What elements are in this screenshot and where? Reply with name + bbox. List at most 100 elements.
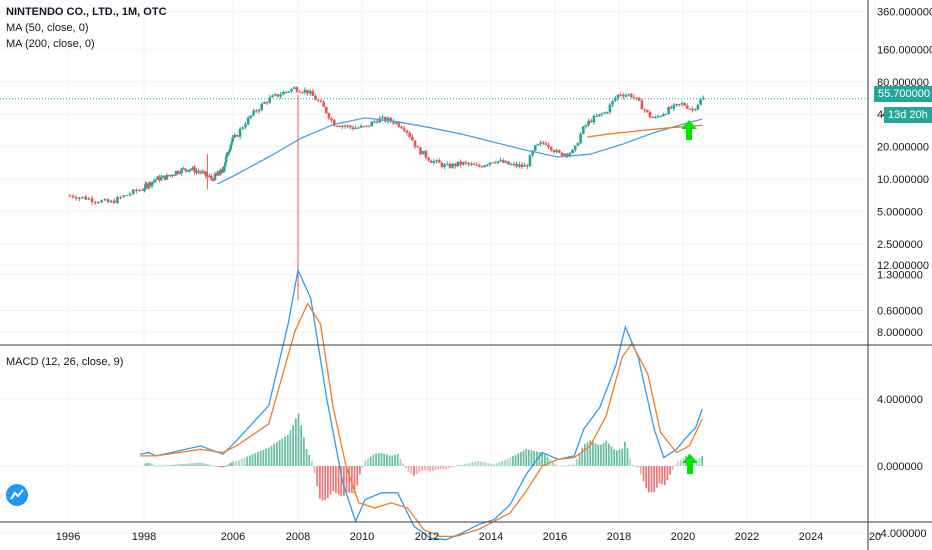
histogram-bar xyxy=(224,466,227,467)
histogram-bar xyxy=(631,464,634,466)
histogram-bar xyxy=(388,455,391,466)
arrow-up-icon xyxy=(682,454,698,474)
candle-body xyxy=(327,113,331,119)
candle-body xyxy=(685,105,689,109)
candle-body xyxy=(443,164,446,167)
histogram-bar xyxy=(203,463,206,466)
candle-body xyxy=(156,176,159,180)
candle-body xyxy=(189,169,193,171)
candle-body xyxy=(453,163,457,167)
candle-body xyxy=(202,171,206,173)
candle-body xyxy=(116,197,119,204)
histogram-bar xyxy=(599,444,602,466)
candle-body xyxy=(169,174,172,176)
histogram-bar xyxy=(209,464,211,466)
histogram-bar xyxy=(281,438,284,466)
histogram-bar xyxy=(294,418,297,466)
candle-body xyxy=(292,87,296,89)
histogram-bar xyxy=(316,466,319,487)
ma50-legend[interactable]: MA (50, close, 0) xyxy=(6,22,89,34)
candle-body xyxy=(627,94,630,96)
histogram-bar xyxy=(517,453,520,466)
macd-legend-label[interactable]: MACD (12, 26, close, 9) xyxy=(6,356,124,368)
candle-body xyxy=(193,167,196,173)
candle-body xyxy=(225,152,229,157)
histogram-bar xyxy=(329,466,332,495)
candle-body xyxy=(381,117,384,119)
candle-body xyxy=(699,99,702,105)
candle-body xyxy=(346,125,349,127)
candle-body xyxy=(125,195,129,197)
candle-body xyxy=(475,164,478,166)
candle-body xyxy=(298,91,301,93)
histogram-bar xyxy=(248,455,251,466)
histogram-bar xyxy=(642,466,645,482)
candle-body xyxy=(675,103,678,105)
candle-body xyxy=(653,116,657,118)
candle-body xyxy=(683,103,686,106)
candle-body xyxy=(365,125,368,127)
candle-body xyxy=(640,100,644,110)
price-tick-label: 360.000000 xyxy=(877,7,932,19)
histogram-bar xyxy=(305,449,308,466)
histogram-bar xyxy=(498,462,501,466)
histogram-bar xyxy=(226,464,229,466)
histogram-bar xyxy=(302,437,305,466)
histogram-bar xyxy=(634,466,637,467)
candle-body xyxy=(167,175,170,177)
candle-body xyxy=(176,171,180,174)
histogram-bar xyxy=(186,463,189,466)
tradingview-logo[interactable] xyxy=(6,484,28,506)
histogram-bar xyxy=(232,461,235,466)
candle-body xyxy=(163,175,167,180)
histogram-bar xyxy=(166,465,169,466)
candle-body xyxy=(68,195,72,197)
price-tick-label: 20.000000 xyxy=(877,142,929,154)
histogram-bar xyxy=(618,449,621,466)
candle-body xyxy=(229,144,233,150)
candle-body xyxy=(106,199,110,203)
ma200-legend[interactable]: MA (200, close, 0) xyxy=(6,38,95,50)
histogram-bar xyxy=(348,466,351,493)
histogram-bar xyxy=(235,460,238,466)
histogram-bar xyxy=(399,458,402,466)
histogram-bar xyxy=(394,454,396,466)
candle-body xyxy=(359,126,363,128)
candle-body xyxy=(469,163,473,165)
histogram-bar xyxy=(530,450,533,466)
candle-body xyxy=(354,127,357,130)
histogram-bar xyxy=(647,466,650,493)
histogram-bar xyxy=(511,456,514,466)
histogram-bar xyxy=(220,466,223,468)
candle-body xyxy=(128,193,132,196)
candle-body xyxy=(211,178,215,181)
candle-body xyxy=(472,163,476,165)
candle-body xyxy=(616,94,620,99)
histogram-bar xyxy=(485,462,488,466)
histogram-bar xyxy=(658,466,661,484)
histogram-bar xyxy=(655,466,658,488)
price-pane[interactable] xyxy=(0,86,868,301)
candle-body xyxy=(180,168,183,174)
candle-body xyxy=(103,199,107,201)
histogram-bar xyxy=(541,452,544,466)
candle-body xyxy=(260,103,264,110)
histogram-bar xyxy=(418,466,421,473)
histogram-bar xyxy=(194,463,197,466)
histogram-bar xyxy=(273,443,276,466)
candle-body xyxy=(413,140,417,147)
candle-body xyxy=(348,125,352,128)
candle-body xyxy=(252,110,255,116)
candle-body xyxy=(496,161,500,163)
histogram-bar xyxy=(153,465,156,467)
symbol-title[interactable]: NINTENDO CO., LTD., 1M, OTC xyxy=(6,6,167,18)
histogram-bar xyxy=(377,453,380,466)
price-tick-label: 5.000000 xyxy=(877,206,923,218)
candle-body xyxy=(143,188,146,190)
candle-body xyxy=(373,121,376,123)
candle-body xyxy=(485,164,489,166)
candle-body xyxy=(440,162,444,167)
macd-pane[interactable] xyxy=(140,267,704,541)
candle-body xyxy=(603,112,606,114)
